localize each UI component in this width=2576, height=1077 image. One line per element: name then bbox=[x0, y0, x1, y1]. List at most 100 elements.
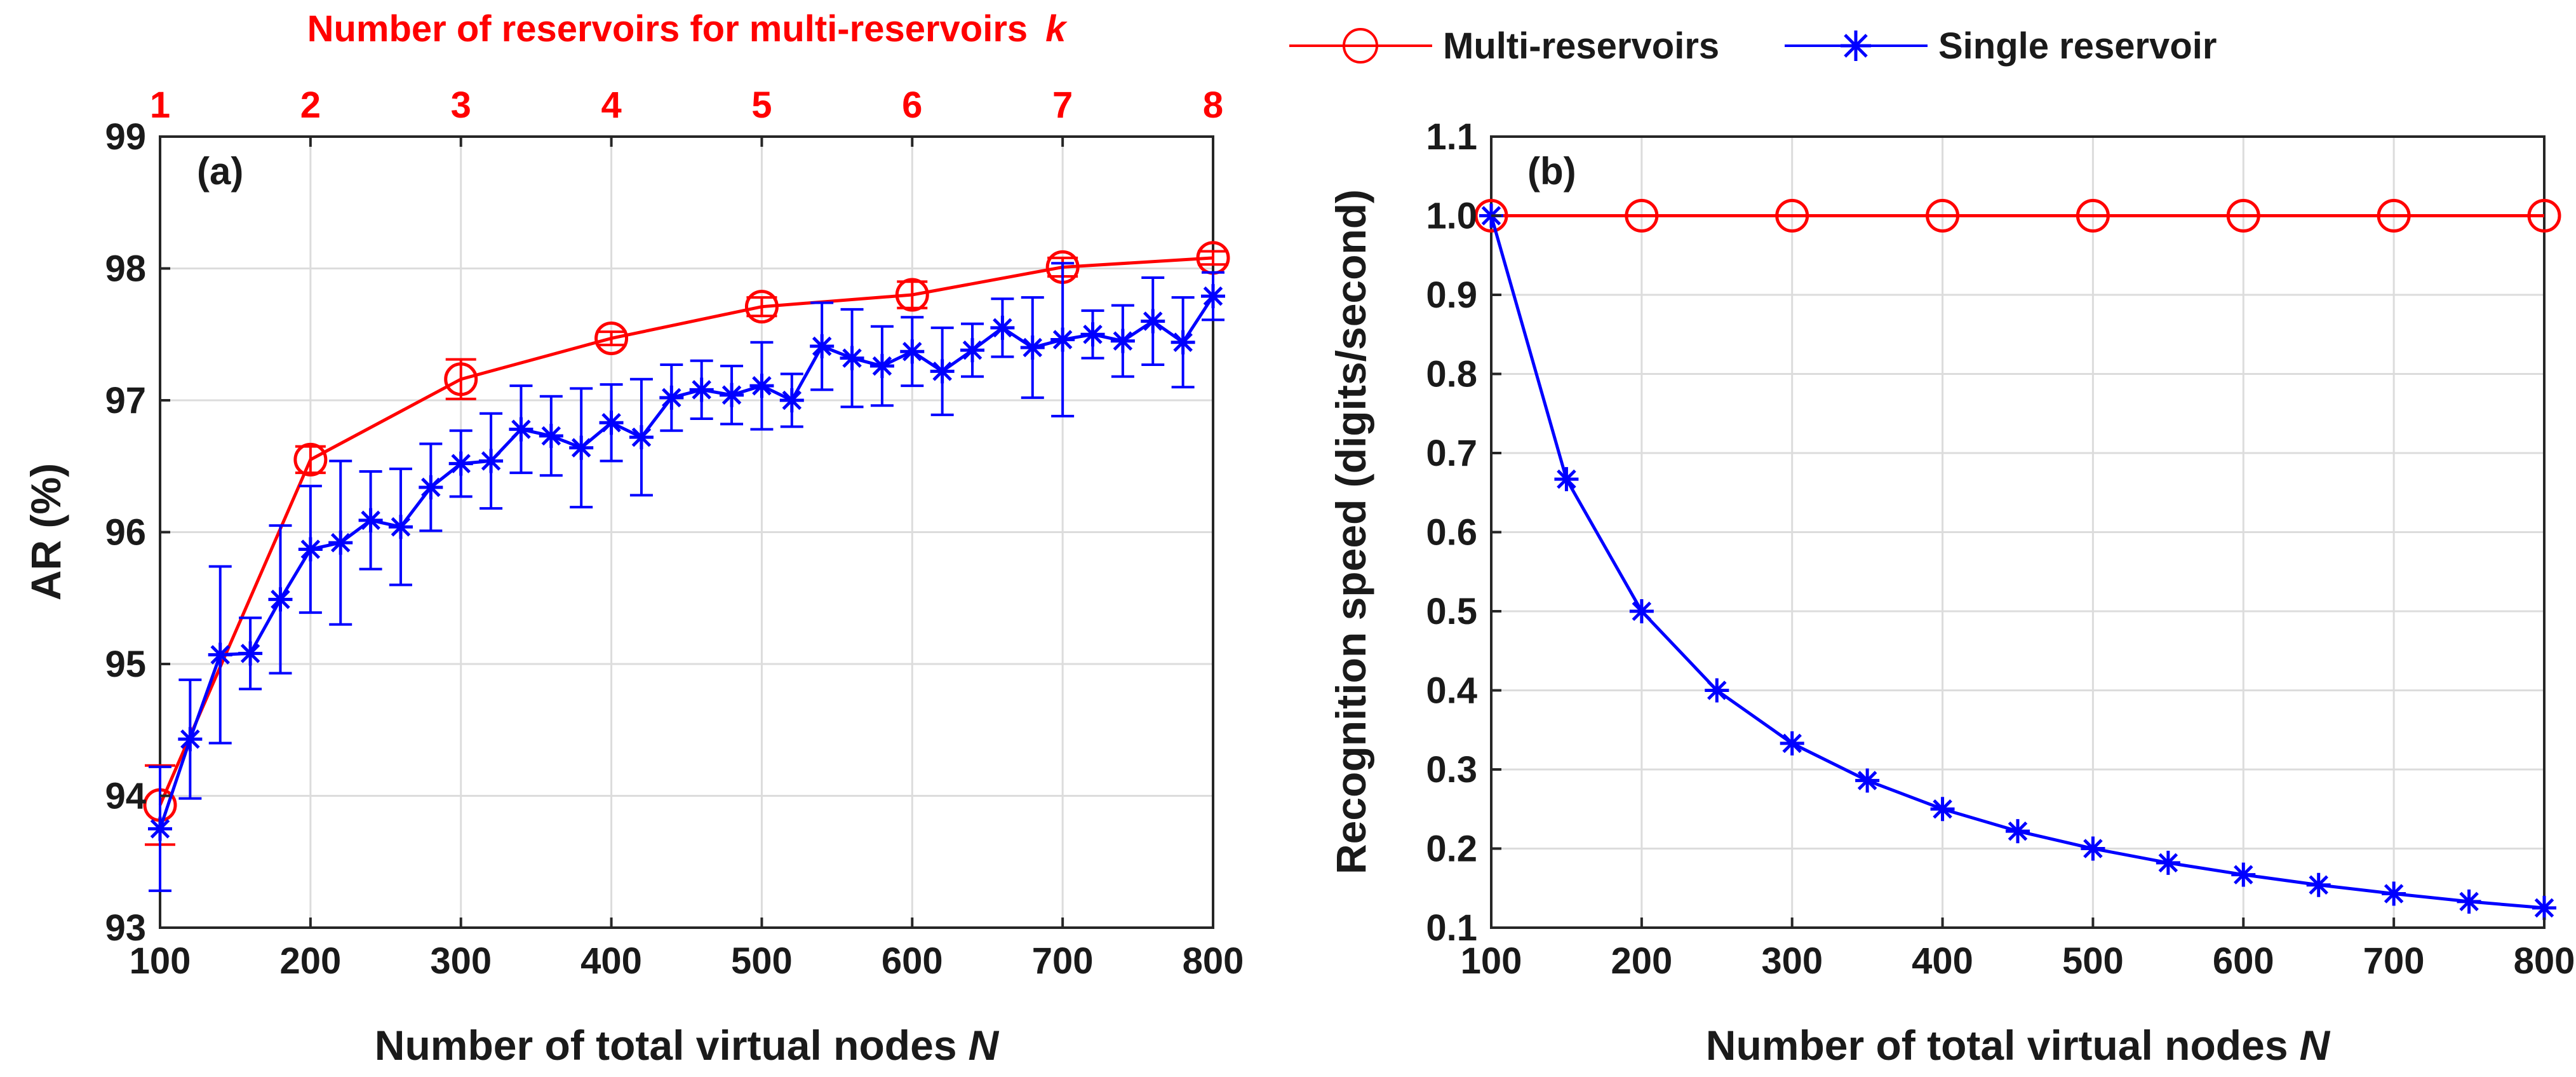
data-point-single-reservoir bbox=[1171, 330, 1195, 355]
data-point-single-reservoir bbox=[2006, 819, 2030, 844]
panel-a-x-axis-title: Number of total virtual nodes N bbox=[375, 1022, 1000, 1069]
x-tick-label: 100 bbox=[1461, 940, 1522, 982]
y-tick-label: 0.8 bbox=[1426, 354, 1477, 395]
panel-b-y-axis-title: Recognition speed (digits/second) bbox=[1327, 189, 1374, 874]
panel-a-top-title-text: Number of reservoirs for multi-reservoir… bbox=[307, 8, 1028, 50]
data-point-multi-reservoirs bbox=[1926, 199, 1960, 233]
x-tick-label: 100 bbox=[130, 940, 191, 982]
data-point-single-reservoir bbox=[419, 475, 443, 499]
x-tick-label: 200 bbox=[279, 940, 341, 982]
panel-b: 0.1 0.2 0.3 0.4 0.5 0.6 0.7 0.8 0.9 1.0 1.1 100 200… bbox=[1327, 116, 2575, 1069]
legend: Multi-reservoirs Single reservoir bbox=[1289, 25, 2217, 67]
panel-b-x-title-text: Number of total virtual nodes bbox=[1706, 1022, 2288, 1069]
data-point-single-reservoir bbox=[990, 315, 1015, 340]
panel-a-y-tick-labels: 93 94 95 96 97 98 99 bbox=[105, 116, 170, 949]
x-tick-label: 600 bbox=[2213, 940, 2274, 982]
panel-b-x-title-var: N bbox=[2300, 1022, 2331, 1069]
data-point-single-reservoir bbox=[1855, 768, 1880, 793]
data-point-single-reservoir bbox=[2382, 881, 2406, 906]
data-point-single-reservoir bbox=[1080, 322, 1105, 347]
data-point-single-reservoir bbox=[2156, 850, 2180, 875]
data-point-multi-reservoirs bbox=[2377, 199, 2411, 233]
data-point-single-reservoir bbox=[539, 424, 563, 449]
panel-a-top-axis-title: Number of reservoirs for multi-reservoir… bbox=[307, 8, 1068, 50]
error-bar-multi-reservoirs bbox=[445, 358, 476, 400]
panel-a-y-axis-title: AR (%) bbox=[22, 463, 69, 600]
data-point-single-reservoir bbox=[1201, 284, 1225, 309]
x-tick-label: 500 bbox=[2062, 940, 2124, 982]
data-point-single-reservoir bbox=[720, 383, 744, 407]
legend-multi-marker bbox=[1343, 28, 1378, 64]
data-point-single-reservoir bbox=[298, 537, 323, 562]
top-tick-label: 7 bbox=[1052, 85, 1073, 126]
data-point-multi-reservoirs bbox=[1775, 199, 1809, 233]
panel-a-x-tick-labels: 100 200 300 400 500 600 700 800 bbox=[130, 918, 1244, 982]
panel-b-series bbox=[1474, 199, 2561, 920]
x-tick-label: 800 bbox=[2514, 940, 2575, 982]
panel-a-label: (a) bbox=[197, 150, 243, 193]
data-point-multi-reservoirs bbox=[594, 321, 629, 355]
data-point-single-reservoir bbox=[689, 377, 714, 402]
y-tick-label: 99 bbox=[105, 116, 146, 158]
data-point-single-reservoir bbox=[960, 338, 985, 363]
x-tick-label: 200 bbox=[1611, 940, 1672, 982]
panel-b-label: (b) bbox=[1527, 150, 1576, 193]
data-point-multi-reservoirs bbox=[895, 278, 929, 312]
error-bar-multi-reservoirs bbox=[1198, 250, 1228, 266]
panel-a-top-title-var: k bbox=[1045, 8, 1068, 50]
data-point-single-reservoir bbox=[840, 346, 864, 370]
y-tick-label: 97 bbox=[105, 380, 146, 421]
data-point-single-reservoir bbox=[1629, 599, 1654, 623]
y-tick-label: 1.0 bbox=[1426, 196, 1477, 237]
data-point-multi-reservoirs bbox=[293, 442, 328, 477]
y-tick-label: 98 bbox=[105, 248, 146, 290]
top-tick-label: 6 bbox=[902, 85, 922, 126]
y-tick-label: 0.2 bbox=[1426, 829, 1477, 870]
x-tick-label: 700 bbox=[2363, 940, 2425, 982]
data-point-multi-reservoirs bbox=[2527, 199, 2561, 233]
data-point-multi-reservoirs bbox=[2226, 199, 2260, 233]
legend-single-label: Single reservoir bbox=[1938, 25, 2217, 67]
panel-a-top-tick-labels: 1 2 3 4 5 6 7 8 bbox=[150, 85, 1223, 147]
data-point-single-reservoir bbox=[1020, 335, 1045, 360]
data-point-single-reservoir bbox=[2532, 895, 2556, 920]
legend-multi-label: Multi-reservoirs bbox=[1443, 25, 1719, 67]
panel-b-x-axis-title: Number of total virtual nodes N bbox=[1706, 1022, 2331, 1069]
data-point-single-reservoir bbox=[358, 508, 383, 532]
top-tick-label: 8 bbox=[1203, 85, 1223, 126]
y-tick-label: 93 bbox=[105, 907, 146, 949]
data-point-single-reservoir bbox=[238, 641, 263, 666]
y-tick-label: 0.3 bbox=[1426, 749, 1477, 790]
top-tick-label: 2 bbox=[300, 85, 321, 126]
data-point-single-reservoir bbox=[1110, 329, 1135, 353]
y-tick-label: 0.9 bbox=[1426, 274, 1477, 316]
y-tick-label: 0.6 bbox=[1426, 512, 1477, 553]
panel-a-x-title-var: N bbox=[969, 1022, 1000, 1069]
data-point-single-reservoir bbox=[599, 410, 624, 435]
data-point-single-reservoir bbox=[268, 587, 293, 612]
x-tick-label: 300 bbox=[1761, 940, 1823, 982]
legend-single-marker bbox=[1841, 30, 1871, 61]
data-point-single-reservoir bbox=[869, 354, 894, 379]
data-point-multi-reservoirs bbox=[444, 362, 478, 396]
data-point-single-reservoir bbox=[2457, 889, 2481, 914]
data-point-single-reservoir bbox=[659, 385, 684, 410]
data-point-single-reservoir bbox=[1554, 467, 1579, 492]
series-line-multi-reservoirs bbox=[158, 256, 1214, 806]
panel-a-x-title-text: Number of total virtual nodes bbox=[375, 1022, 957, 1069]
y-tick-label: 94 bbox=[105, 776, 146, 817]
data-point-single-reservoir bbox=[178, 727, 203, 752]
data-point-multi-reservoirs bbox=[1625, 199, 1659, 233]
top-tick-label: 3 bbox=[451, 85, 471, 126]
data-point-single-reservoir bbox=[569, 435, 594, 460]
data-point-single-reservoir bbox=[328, 531, 353, 555]
x-tick-label: 400 bbox=[580, 940, 642, 982]
data-point-single-reservoir bbox=[448, 451, 473, 476]
data-point-single-reservoir bbox=[2081, 836, 2105, 861]
x-tick-label: 500 bbox=[731, 940, 793, 982]
data-point-multi-reservoirs bbox=[1474, 199, 1508, 233]
data-point-single-reservoir bbox=[1141, 309, 1165, 334]
data-point-single-reservoir bbox=[1705, 678, 1729, 703]
